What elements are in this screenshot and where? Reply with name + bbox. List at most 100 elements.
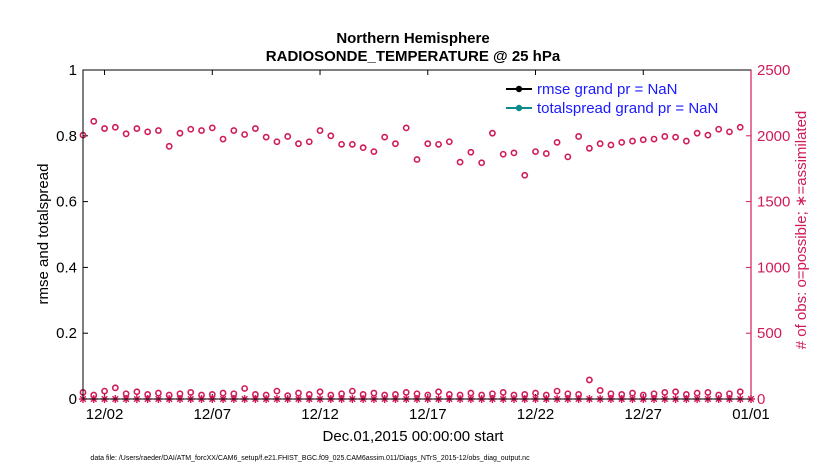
obs-possible-point: [435, 140, 442, 148]
obs-possible-point: [575, 133, 583, 140]
obs-possible-point: [381, 133, 389, 141]
obs-possible-point: [585, 144, 593, 152]
obs-possible-point: [111, 123, 119, 131]
obs-possible-point: [348, 387, 356, 395]
obs-possible-point: [176, 129, 184, 137]
obs-possible-point: [133, 125, 141, 132]
obs-possible-point: [262, 133, 270, 141]
legend-totalspread-marker: [515, 104, 523, 112]
chart-title-line1: Northern Hemisphere: [336, 30, 489, 47]
right-tick-label: 0: [757, 391, 765, 408]
obs-possible-point: [553, 138, 561, 146]
obs-possible-point: [639, 136, 647, 144]
obs-possible-point: [155, 127, 162, 134]
obs-possible-point: [478, 159, 486, 167]
obs-possible-point: [122, 130, 130, 138]
x-tick-label: 12/27: [624, 406, 662, 423]
left-tick-label: 1: [69, 62, 77, 79]
right-tick-label: 1500: [757, 194, 790, 211]
obs-possible-point: [489, 129, 496, 137]
obs-possible-point: [736, 123, 744, 131]
obs-possible-point: [607, 141, 615, 149]
obs-possible-point: [435, 388, 442, 396]
obs-possible-point: [650, 135, 658, 143]
legend-rmse-marker: [515, 85, 523, 93]
obs-possible-point: [144, 128, 152, 136]
obs-possible-point: [542, 150, 550, 157]
obs-possible-point: [693, 129, 701, 137]
obs-possible-point: [726, 128, 733, 136]
obs-possible-point: [295, 140, 302, 148]
obs-possible-point: [629, 137, 636, 145]
obs-possible-point: [101, 125, 108, 132]
x-axis-label: Dec.01,2015 00:00:00 start: [323, 428, 505, 445]
obs-possible-point: [510, 149, 518, 157]
obs-possible-point: [661, 133, 669, 140]
obs-possible-point: [241, 385, 249, 392]
obs-possible-point: [553, 387, 561, 395]
right-tick-label: 2000: [757, 128, 790, 145]
obs-possible-point: [198, 127, 205, 134]
obs-possible-point: [273, 138, 281, 146]
obs-possible-point: [499, 150, 507, 158]
x-axis-ticks: 12/02 12/07 12/12 12/17 12/22 12/27 01/01: [86, 70, 770, 423]
obs-possible-point: [359, 144, 367, 152]
x-tick-label: 12/22: [517, 406, 555, 423]
obs-possible-point: [413, 156, 421, 163]
right-tick-label: 2500: [757, 62, 790, 79]
obs-possible-point: [682, 137, 690, 145]
obs-possible-point: [456, 158, 464, 166]
obs-possible-point: [596, 387, 604, 394]
left-tick-label: 0.2: [56, 325, 77, 342]
chart-title-line2: RADIOSONDE_TEMPERATURE @ 25 hPa: [266, 48, 561, 65]
obs-possible-point: [338, 140, 345, 148]
x-tick-label: 12/17: [409, 406, 447, 423]
legend-box: [500, 76, 743, 118]
obs-possible-point: [585, 376, 593, 384]
obs-possible-point: [273, 387, 281, 395]
obs-possible-point: [208, 124, 216, 132]
obs-possible-point: [101, 387, 108, 395]
legend-totalspread-label: totalspread grand pr = NaN: [537, 100, 718, 117]
obs-possible-point: [402, 124, 410, 132]
obs-possible-point: [467, 148, 475, 156]
obs-possible-point: [90, 117, 98, 125]
right-axis-ticks: 0 500 1000 1500 2000 2500: [746, 62, 790, 408]
obs-possible-point: [284, 133, 292, 140]
obs-possible-point: [251, 125, 259, 132]
left-tick-label: 0: [69, 391, 77, 408]
obs-possible-point: [704, 131, 712, 139]
x-tick-label: 12/12: [301, 406, 339, 423]
right-tick-label: 1000: [757, 259, 790, 276]
legend-rmse-label: rmse grand pr = NaN: [537, 81, 677, 98]
obs-possible-point: [715, 125, 723, 133]
obs-possible-point: [241, 131, 249, 138]
obs-possible-point: [165, 142, 173, 150]
obs-possible-point: [521, 171, 529, 179]
obs-possible-point: [305, 138, 313, 146]
obs-possible-point: [445, 138, 453, 146]
obs-possible-point: [392, 140, 399, 148]
obs-possible-point: [564, 153, 572, 161]
right-axis-label: # of obs: o=possible; ∗=assimilated: [793, 111, 810, 350]
obs-possible-point: [111, 384, 119, 392]
obs-possible-point: [316, 388, 324, 396]
obs-possible-point: [672, 133, 679, 141]
obs-possible-point: [187, 125, 195, 133]
footnote: data file: /Users/raeder/DAI/ATM_forcXX/…: [90, 455, 530, 462]
obs-possible-point: [327, 132, 335, 140]
right-tick-label: 500: [757, 325, 782, 342]
x-tick-label: 12/07: [194, 406, 232, 423]
left-tick-label: 0.8: [56, 128, 77, 145]
legend: rmse grand pr = NaN totalspread grand pr…: [500, 76, 743, 118]
x-tick-label: 01/01: [732, 406, 770, 423]
obs-possible-point: [736, 388, 744, 396]
x-tick-label: 12/02: [86, 406, 124, 423]
obs-possible-point: [596, 140, 604, 148]
obs-possible-point: [219, 135, 227, 143]
left-tick-label: 0.6: [56, 194, 77, 211]
obs-possible-point: [348, 140, 356, 148]
obs-possible-point: [618, 138, 626, 146]
obs-possible-point: [532, 148, 539, 155]
